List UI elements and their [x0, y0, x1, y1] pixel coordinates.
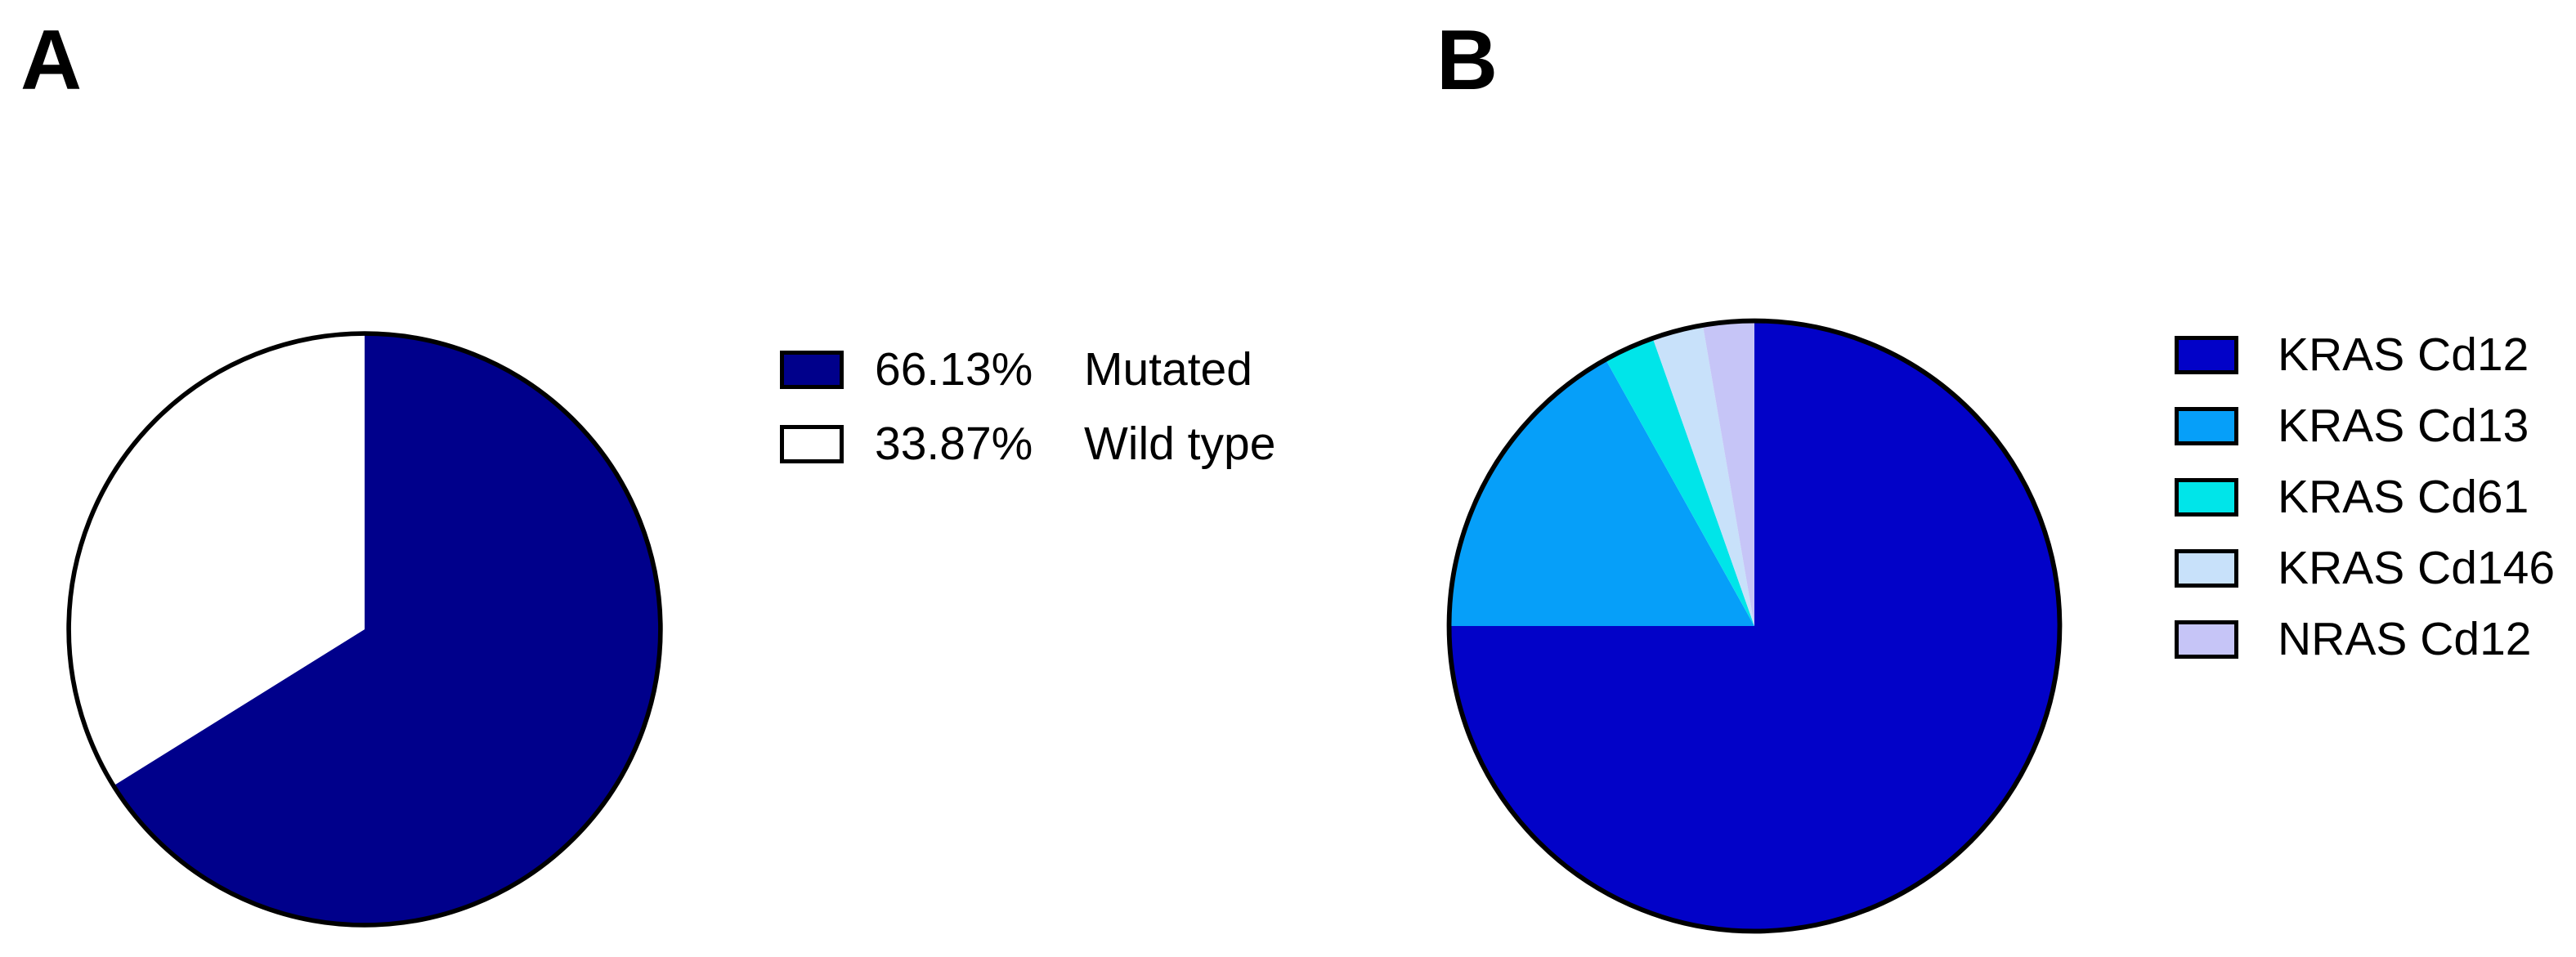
kras-cd13-label: KRAS Cd13: [2278, 400, 2529, 452]
panel-a-label: A: [20, 13, 83, 108]
legend-mutation-types: KRAS Cd12 KRAS Cd13 KRAS Cd61 KRAS Cd146…: [2175, 332, 2555, 687]
kras-cd12-label: KRAS Cd12: [2278, 329, 2529, 381]
kras-cd12-swatch: [2175, 336, 2238, 374]
legend-item-kras-cd146: KRAS Cd146: [2175, 545, 2555, 592]
panel-b-label: B: [1436, 13, 1499, 108]
pie-slice: [69, 333, 365, 786]
nras-cd12-swatch: [2175, 620, 2238, 659]
pie-slice: [113, 333, 661, 925]
legend-item-kras-cd12: KRAS Cd12: [2175, 332, 2555, 378]
kras-cd61-swatch: [2175, 478, 2238, 517]
legend-item-wild-type: 33.87% Wild type: [780, 421, 1275, 467]
pie-chart-mutation-status: [66, 331, 663, 928]
mutated-label: Mutated: [1084, 343, 1252, 396]
kras-cd146-label: KRAS Cd146: [2278, 542, 2556, 594]
legend-mutation-status: 66.13% Mutated 33.87% Wild type: [780, 347, 1275, 495]
pie-slice: [1652, 324, 1754, 626]
kras-cd61-label: KRAS Cd61: [2278, 471, 2529, 523]
nras-cd12-label: NRAS Cd12: [2278, 613, 2532, 665]
pie-chart-mutation-types: [1446, 318, 2063, 934]
pie-slice: [1702, 320, 1754, 626]
pie-outline: [1446, 318, 2063, 934]
legend-item-kras-cd13: KRAS Cd13: [2175, 403, 2555, 449]
pie-slice: [1606, 338, 1754, 626]
legend-item-nras-cd12: NRAS Cd12: [2175, 616, 2555, 663]
wild-type-label: Wild type: [1084, 418, 1276, 470]
legend-item-kras-cd61: KRAS Cd61: [2175, 474, 2555, 521]
mutated-percentage: 66.13%: [875, 343, 1033, 396]
wild-type-percentage: 33.87%: [875, 418, 1033, 470]
mutated-swatch: [780, 351, 844, 389]
kras-cd146-swatch: [2175, 549, 2238, 588]
pie-outline: [66, 331, 663, 928]
legend-item-mutated: 66.13% Mutated: [780, 347, 1275, 393]
wild-type-swatch: [780, 425, 844, 463]
kras-cd13-swatch: [2175, 407, 2238, 445]
